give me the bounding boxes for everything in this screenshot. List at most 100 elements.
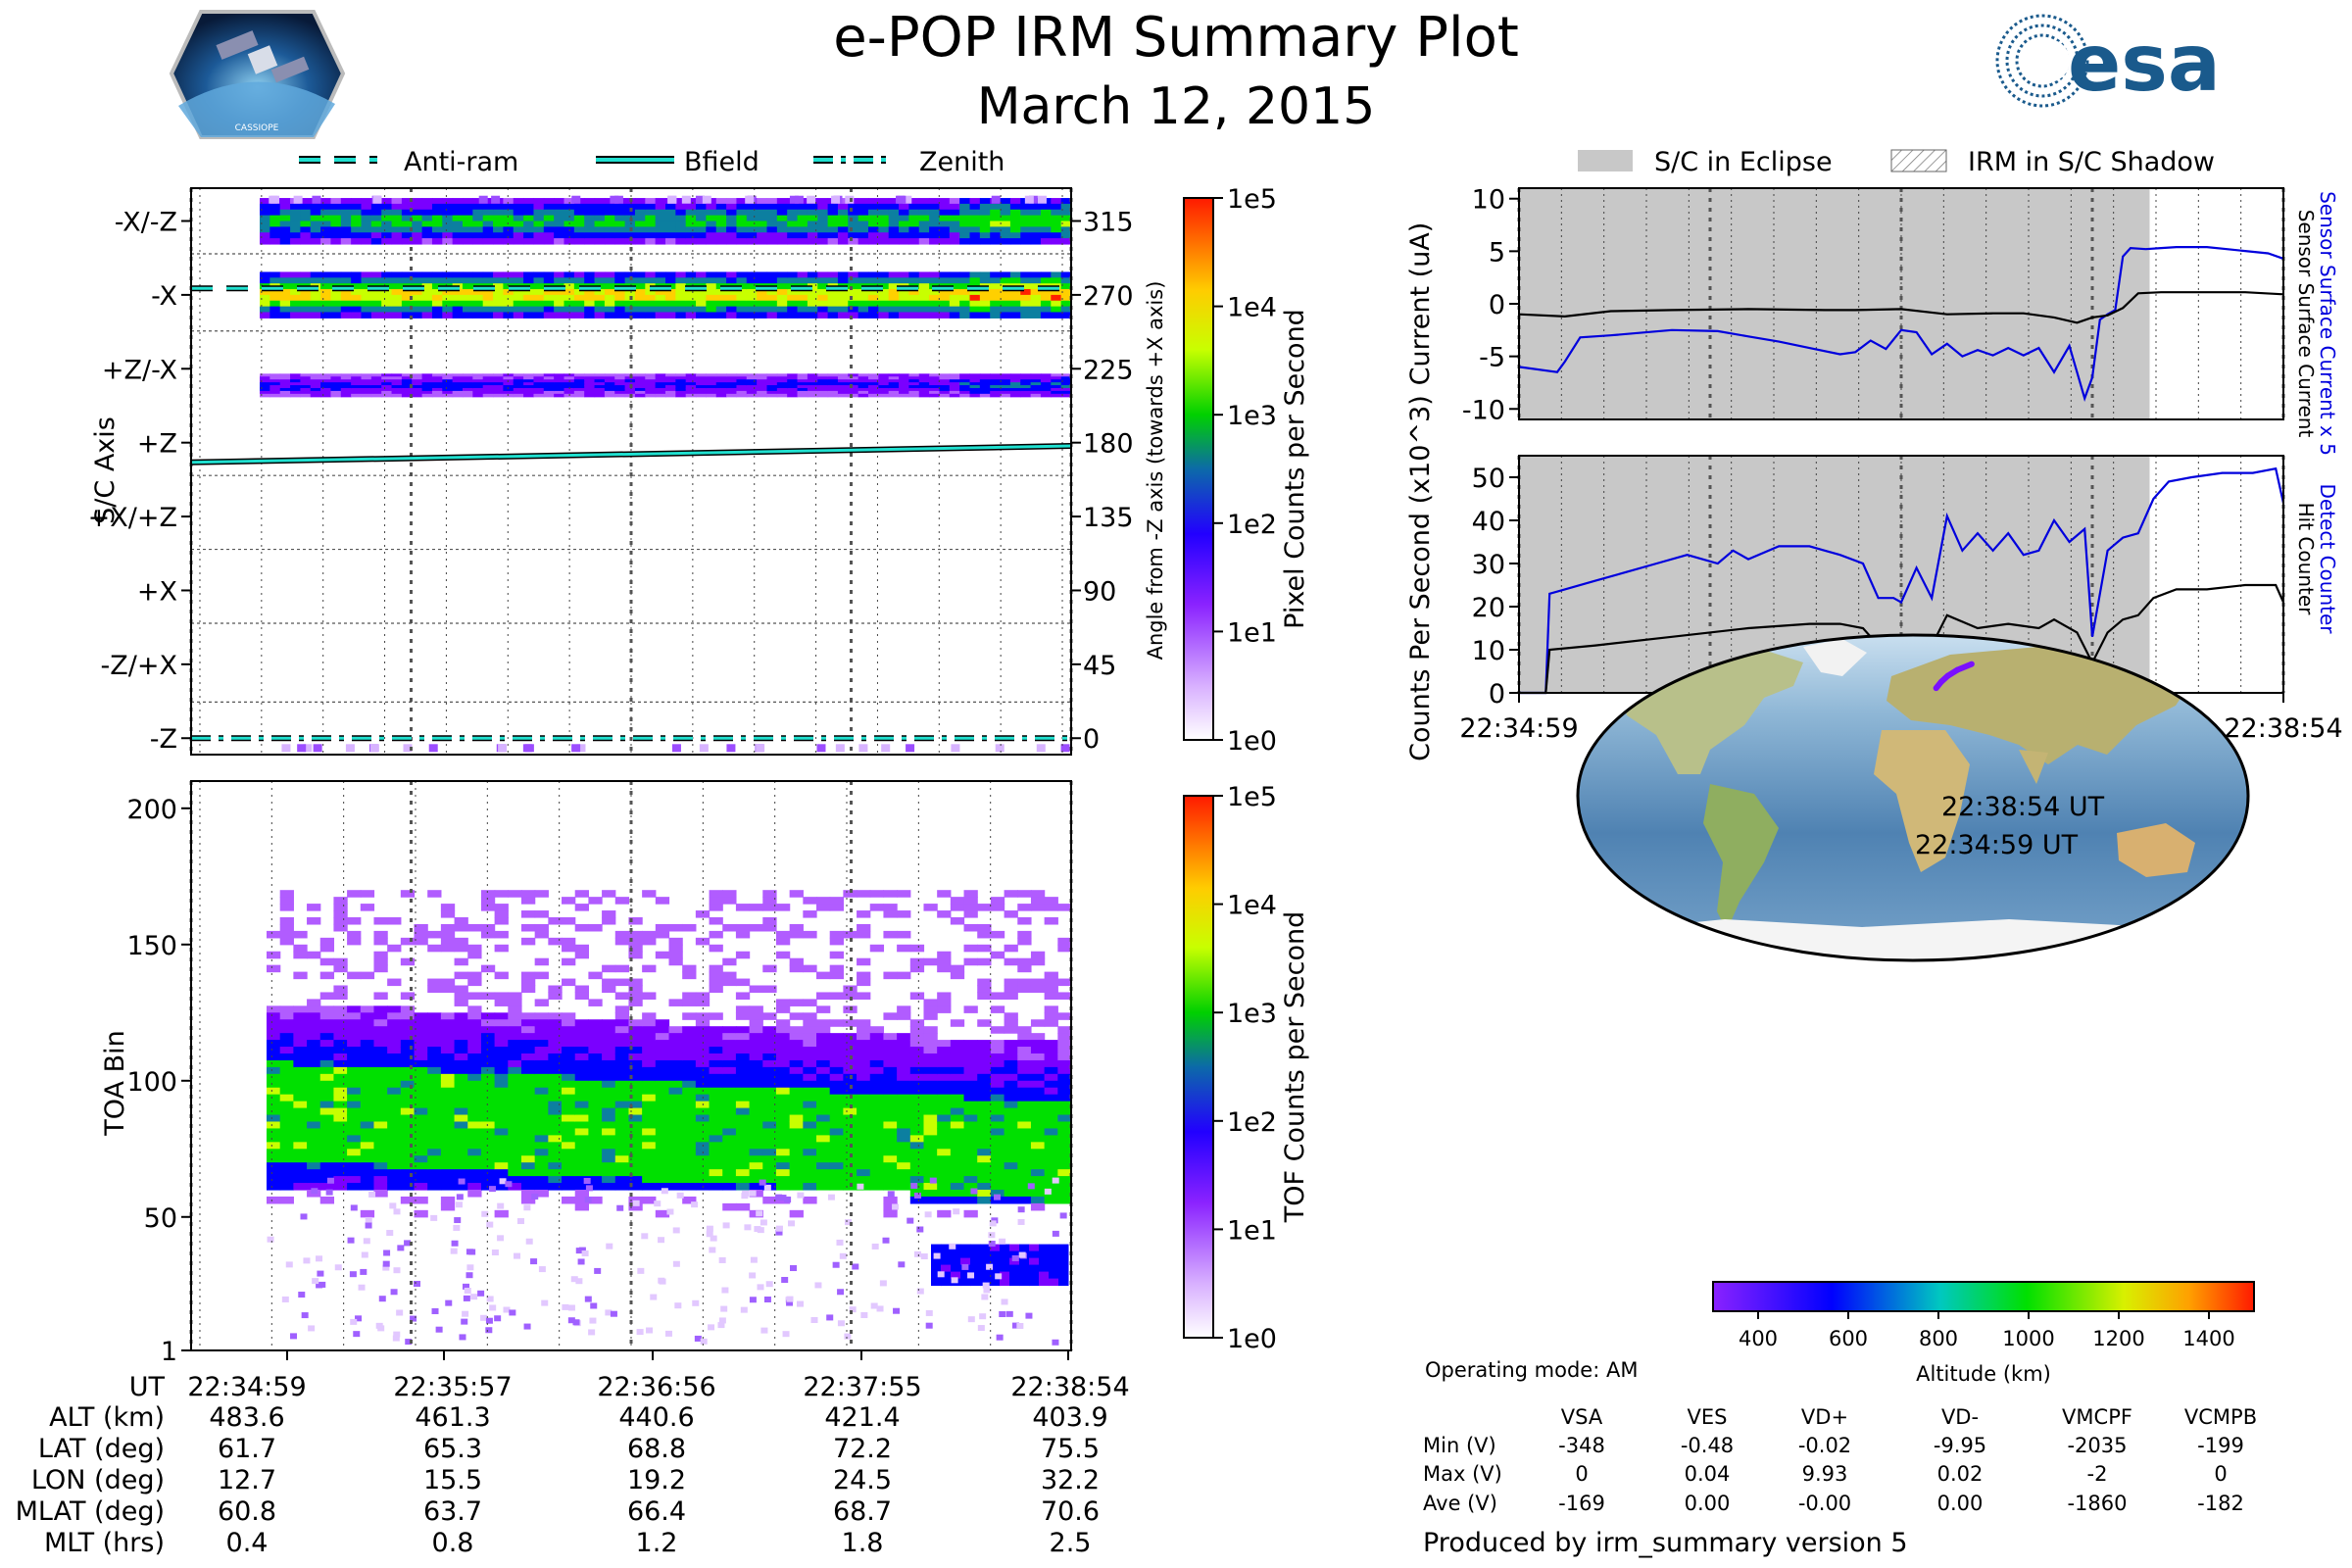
heat-cell: [977, 978, 992, 987]
heat-cell-band-1: [797, 271, 808, 278]
heat-cell: [548, 1107, 563, 1116]
heat-cell: [977, 1189, 992, 1198]
heat-cell-band-0: [421, 203, 433, 211]
heat-cell: [735, 1176, 751, 1184]
heat-cell: [897, 1162, 911, 1170]
heat-cell: [803, 1107, 817, 1116]
heat-cell-band-0: [939, 203, 951, 211]
voltage-value: -0.48: [1681, 1434, 1734, 1457]
heat-cell-band-1: [330, 289, 342, 296]
heat-cell-band-1: [604, 289, 615, 296]
heat-cell: [857, 930, 871, 939]
heat-cell-band-2: [757, 373, 768, 377]
heat-cell: [494, 1183, 509, 1191]
heat-cell-band-2: [391, 390, 403, 395]
heat-cell-band-2: [421, 376, 433, 380]
heat-cell-band-0: [533, 198, 545, 205]
heat-cell-band-2: [675, 376, 687, 380]
y-tick-label: 20: [1472, 593, 1505, 623]
heat-cell: [562, 1101, 576, 1109]
heat-cell-band-2: [766, 387, 778, 392]
heat-cell-speckle: [300, 1213, 308, 1220]
heat-cell-speckle: [1036, 744, 1046, 753]
heat-cell: [869, 1087, 885, 1096]
heat-cell: [722, 897, 737, 905]
heat-cell: [682, 1101, 697, 1109]
heat-cell-speckle: [759, 1179, 766, 1186]
heat-cell: [1030, 1149, 1046, 1156]
heat-cell-band-0: [330, 209, 342, 217]
heat-cell: [857, 971, 871, 980]
heat-cell-band-0: [300, 215, 312, 222]
heat-cell-band-1: [868, 312, 879, 318]
heat-cell: [534, 1073, 549, 1082]
heat-cell: [977, 1053, 992, 1061]
heat-cell-band-0: [584, 198, 596, 205]
heat-cell-band-1: [442, 300, 454, 308]
heat-cell-band-0: [381, 220, 393, 227]
heat-cell-band-2: [979, 382, 991, 386]
heat-cell: [508, 1053, 522, 1061]
heat-cell-speckle: [717, 1322, 725, 1329]
plot-title: e-POP IRM Summary Plot: [833, 6, 1519, 70]
heat-cell-band-2: [290, 390, 301, 395]
heat-cell: [735, 1053, 751, 1061]
voltage-column-header: VCMPB: [2184, 1405, 2257, 1429]
heat-cell: [480, 1114, 496, 1123]
heat-cell-band-2: [959, 382, 971, 386]
heat-cell-band-2: [1000, 387, 1011, 392]
heat-cell: [400, 1196, 416, 1204]
heat-cell: [333, 1059, 348, 1068]
heat-cell-low-cluster: [1029, 1271, 1040, 1280]
heat-cell: [267, 1087, 281, 1096]
heat-cell: [628, 999, 643, 1006]
heat-cell-band-1: [391, 271, 403, 278]
heat-cell: [307, 1059, 321, 1068]
heat-cell-band-2: [715, 393, 727, 398]
heat-cell: [869, 1101, 885, 1109]
heat-cell: [319, 1026, 335, 1034]
heat-cell-band-0: [807, 220, 818, 227]
heat-cell: [387, 1101, 402, 1109]
heat-cell-band-0: [766, 209, 778, 217]
heat-cell: [614, 1121, 630, 1130]
heat-cell-band-1: [634, 306, 646, 314]
heat-cell-band-1: [715, 300, 727, 308]
heat-cell: [762, 1066, 777, 1075]
counts-y2label-blue: Detect Counter: [2316, 484, 2339, 635]
heat-cell-band-1: [391, 300, 403, 308]
heat-cell-band-0: [503, 198, 514, 205]
heat-cell: [628, 1040, 643, 1048]
heat-cell-band-0: [1009, 238, 1021, 245]
heat-cell: [427, 1155, 442, 1163]
heat-cell-band-1: [320, 283, 332, 290]
heat-cell-band-2: [939, 387, 951, 392]
ephemeris-value: 0.8: [432, 1528, 474, 1558]
heat-cell-band-0: [543, 232, 555, 239]
heat-cell-low-cluster: [951, 1271, 961, 1280]
heat-cell-band-1: [655, 300, 666, 308]
heat-cell: [735, 1128, 751, 1136]
heat-cell: [668, 1033, 683, 1041]
heat-cell: [1017, 1026, 1032, 1034]
heat-cell-band-1: [340, 289, 352, 296]
heat-cell: [293, 1107, 308, 1116]
heat-cell-band-1: [868, 300, 879, 308]
heat-cell-band-1: [584, 294, 596, 302]
heat-cell-band-0: [939, 198, 951, 205]
heat-cell-speckle: [775, 1225, 783, 1232]
heat-cell: [642, 1196, 657, 1204]
heat-cell: [614, 1026, 630, 1034]
heat-cell-band-1: [370, 312, 382, 318]
heat-cell-band-1: [290, 306, 301, 314]
heat-cell-band-2: [959, 376, 971, 380]
heat-cell-band-2: [848, 382, 859, 386]
heat-cell: [950, 1149, 965, 1156]
heat-cell-speckle: [951, 1277, 958, 1284]
heat-cell: [427, 1135, 442, 1143]
heat-cell: [373, 951, 388, 959]
heat-cell-band-1: [493, 312, 504, 318]
heat-cell-band-0: [493, 238, 504, 245]
heat-cell-speckle: [503, 1306, 511, 1313]
heat-cell: [909, 1019, 925, 1027]
